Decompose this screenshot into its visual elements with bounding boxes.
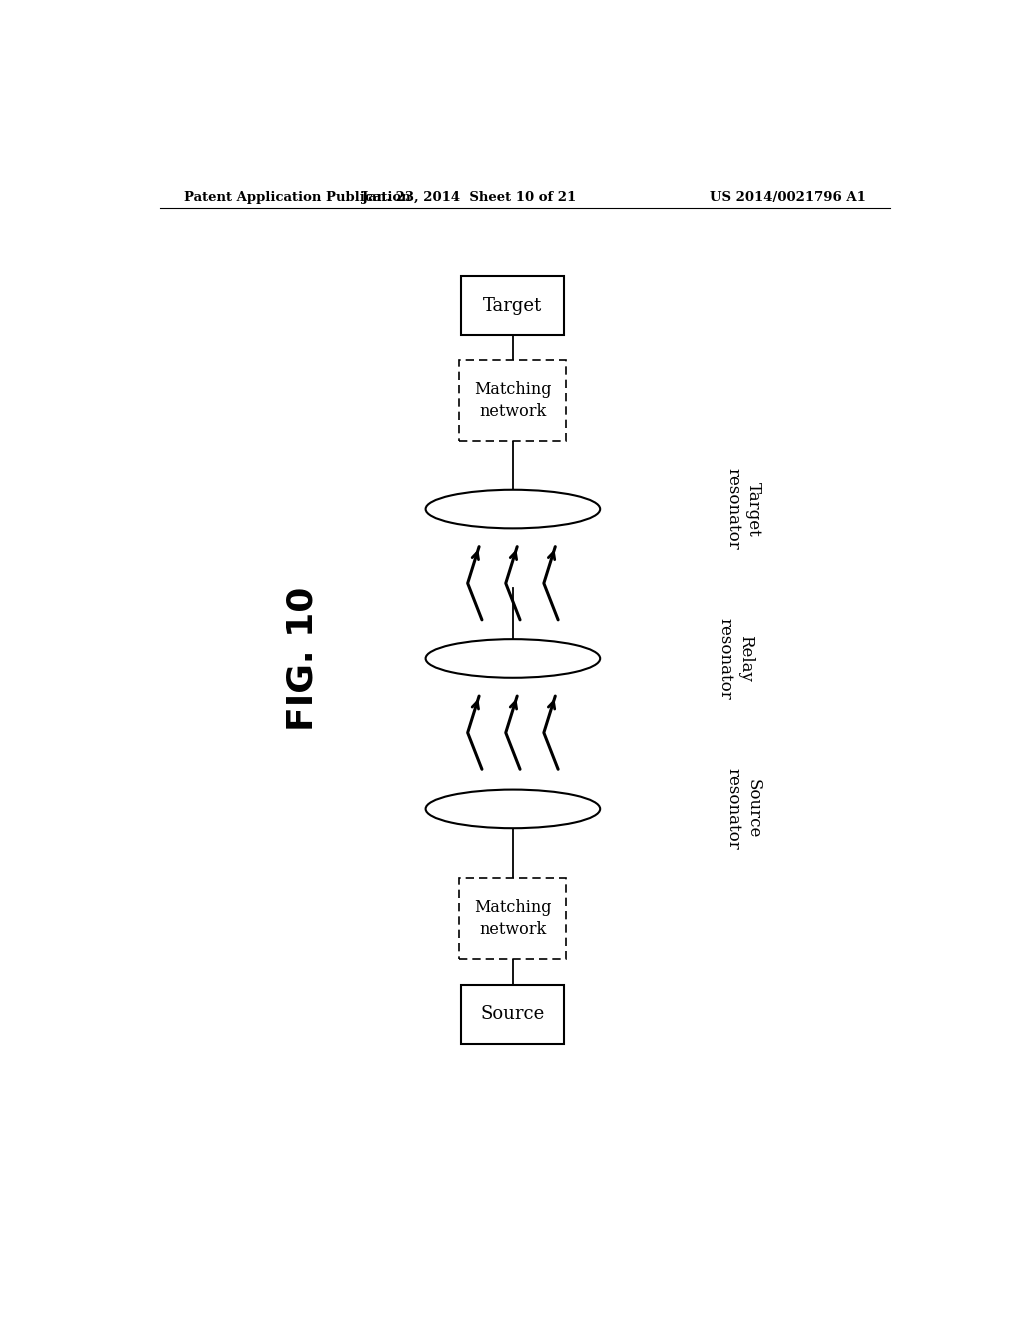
- Ellipse shape: [426, 789, 600, 828]
- Ellipse shape: [426, 639, 600, 677]
- Text: Matching
network: Matching network: [474, 380, 552, 420]
- Text: Source
resonator: Source resonator: [724, 768, 762, 850]
- Text: FIG. 10: FIG. 10: [286, 586, 319, 731]
- Bar: [460, 359, 566, 441]
- Text: Target: Target: [483, 297, 543, 314]
- Bar: [461, 276, 564, 335]
- Text: Patent Application Publication: Patent Application Publication: [183, 191, 411, 205]
- Ellipse shape: [426, 490, 600, 528]
- Bar: [461, 985, 564, 1044]
- Text: Target
resonator: Target resonator: [724, 469, 762, 550]
- Text: Relay
resonator: Relay resonator: [716, 618, 754, 700]
- Text: Source: Source: [481, 1006, 545, 1023]
- Text: Matching
network: Matching network: [474, 899, 552, 939]
- Text: US 2014/0021796 A1: US 2014/0021796 A1: [711, 191, 866, 205]
- Bar: [460, 878, 566, 960]
- Text: Jan. 23, 2014  Sheet 10 of 21: Jan. 23, 2014 Sheet 10 of 21: [362, 191, 577, 205]
